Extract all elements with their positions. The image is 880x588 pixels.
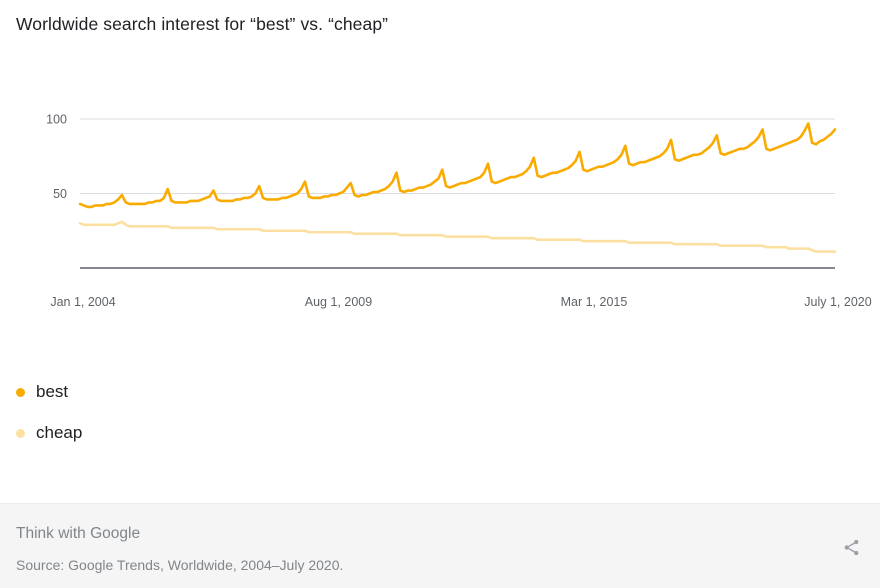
share-button[interactable] [836,532,866,562]
share-icon [844,539,858,555]
chart-x-axis-labels: Jan 1, 2004 Aug 1, 2009 Mar 1, 2015 July 1,… [50,295,871,309]
chart-legend: best cheap [16,375,316,457]
page-title: Worldwide search interest for “best” vs.… [16,14,389,34]
card-footer: Think with Google Source: Google Trends,… [0,503,880,588]
series-line-best [78,122,837,209]
x-axis-tick-label: July 1, 2020 [804,295,871,309]
x-axis-tick-label: Aug 1, 2009 [305,295,372,309]
chart-area: 50 100 Jan 1, 2004 Aug 1, 2009 Mar 1, 2015 J… [0,60,880,320]
legend-item-best[interactable]: best [16,375,316,409]
chart-y-axis-labels: 50 100 [46,113,67,202]
legend-label-cheap: cheap [36,423,83,442]
legend-label-best: best [36,382,69,401]
x-axis-tick-label: Jan 1, 2004 [50,295,115,309]
series-line-cheap [78,220,837,253]
y-axis-tick-label: 50 [53,187,67,201]
chart-series-group [78,122,837,253]
x-axis-tick-label: Mar 1, 2015 [561,295,628,309]
legend-item-cheap[interactable]: cheap [16,416,316,450]
legend-dot-best [16,387,25,397]
footer-brand: Think with Google [16,525,141,542]
y-axis-tick-label: 100 [46,113,67,127]
footer-source: Source: Google Trends, Worldwide, 2004–J… [16,557,344,573]
chart-gridlines [80,118,835,194]
legend-dot-cheap [16,428,25,438]
